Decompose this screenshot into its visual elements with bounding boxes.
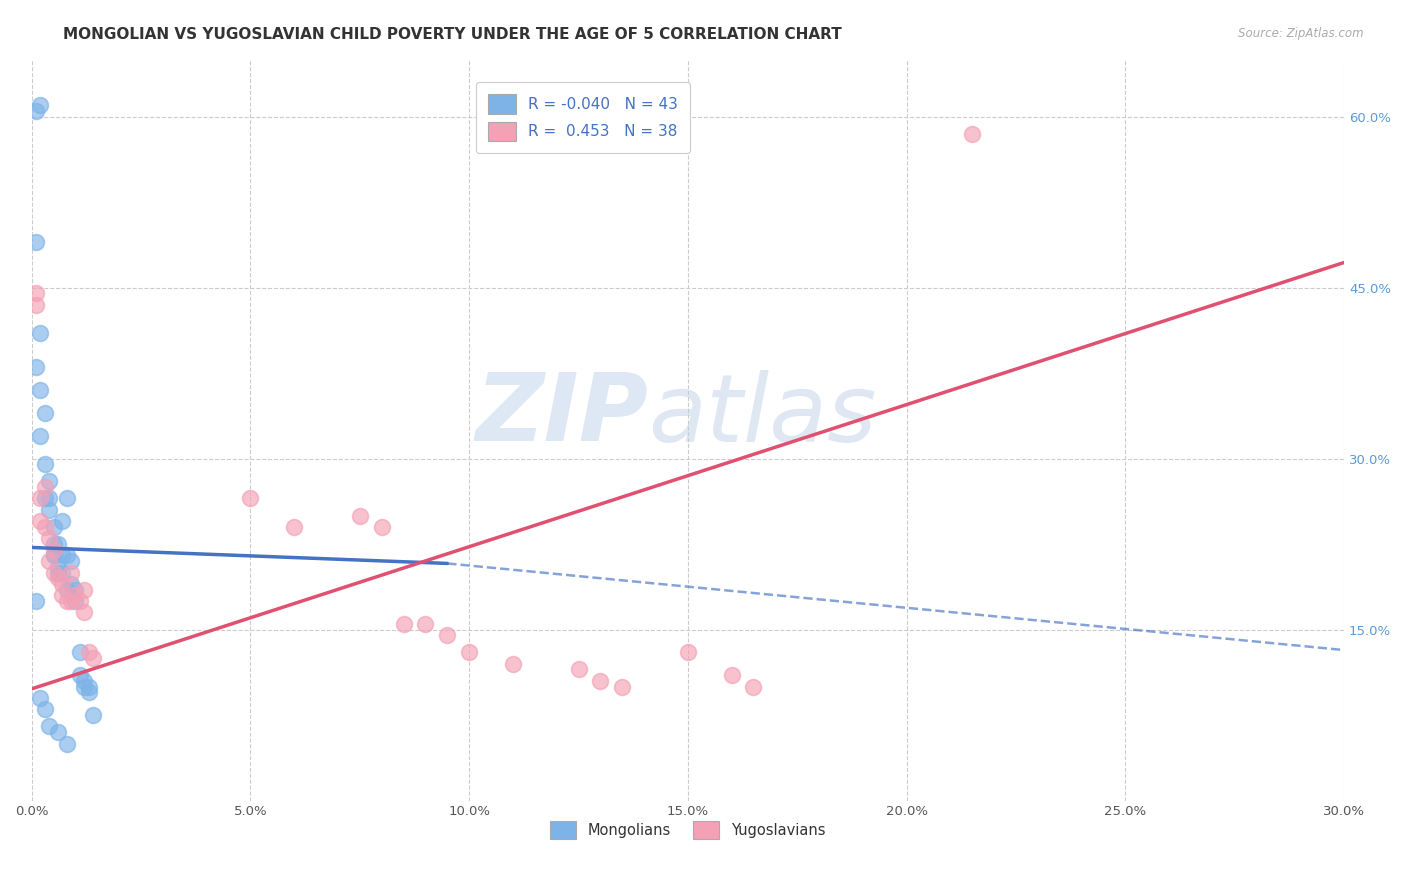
Point [42,520,65,534]
Point [239,491,262,506]
Point [51,577,73,591]
Point [676,645,699,659]
Point [46,571,69,585]
Point [30,383,52,397]
Point [65,582,87,597]
Point [42,537,65,551]
Point [55,737,77,751]
Point [30,690,52,705]
Point [34,406,56,420]
Point [73,582,96,597]
Point [25,286,48,301]
Point [51,588,73,602]
Point [34,491,56,506]
Point [46,537,69,551]
Point [60,577,83,591]
Point [46,725,69,739]
Point [38,491,60,506]
Point [502,657,524,671]
Point [567,662,589,676]
Point [55,491,77,506]
Point [436,628,458,642]
Point [392,616,415,631]
Text: atlas: atlas [648,370,877,461]
Point [589,673,612,688]
Point [73,680,96,694]
Point [73,606,96,620]
Point [38,532,60,546]
Point [51,549,73,563]
Point [69,645,91,659]
Point [60,594,83,608]
Point [30,514,52,528]
Text: ZIP: ZIP [475,369,648,461]
Point [458,645,481,659]
Point [38,554,60,568]
Point [742,680,765,694]
Point [34,702,56,716]
Text: Source: ZipAtlas.com: Source: ZipAtlas.com [1239,27,1364,40]
Point [82,708,104,723]
Point [51,514,73,528]
Point [30,491,52,506]
Point [60,554,83,568]
Point [25,360,48,375]
Point [60,566,83,580]
Point [46,559,69,574]
Point [349,508,371,523]
Point [38,475,60,489]
Point [65,594,87,608]
Point [960,127,983,141]
Point [370,520,392,534]
Point [30,326,52,341]
Point [46,566,69,580]
Point [42,549,65,563]
Point [55,582,77,597]
Point [34,480,56,494]
Point [25,594,48,608]
Point [55,594,77,608]
Point [69,594,91,608]
Point [25,235,48,249]
Point [25,298,48,312]
Point [415,616,437,631]
Point [77,645,100,659]
Point [34,520,56,534]
Point [55,549,77,563]
Point [38,503,60,517]
Point [42,566,65,580]
Point [30,98,52,112]
Point [283,520,305,534]
Point [720,668,742,682]
Point [65,588,87,602]
Point [73,673,96,688]
Point [77,685,100,699]
Point [38,719,60,733]
Point [30,429,52,443]
Point [42,542,65,557]
Legend: Mongolians, Yugoslavians: Mongolians, Yugoslavians [544,814,831,845]
Text: MONGOLIAN VS YUGOSLAVIAN CHILD POVERTY UNDER THE AGE OF 5 CORRELATION CHART: MONGOLIAN VS YUGOSLAVIAN CHILD POVERTY U… [63,27,842,42]
Point [77,680,100,694]
Point [25,103,48,118]
Point [51,566,73,580]
Point [69,668,91,682]
Point [34,457,56,471]
Point [42,549,65,563]
Point [612,680,634,694]
Point [82,651,104,665]
